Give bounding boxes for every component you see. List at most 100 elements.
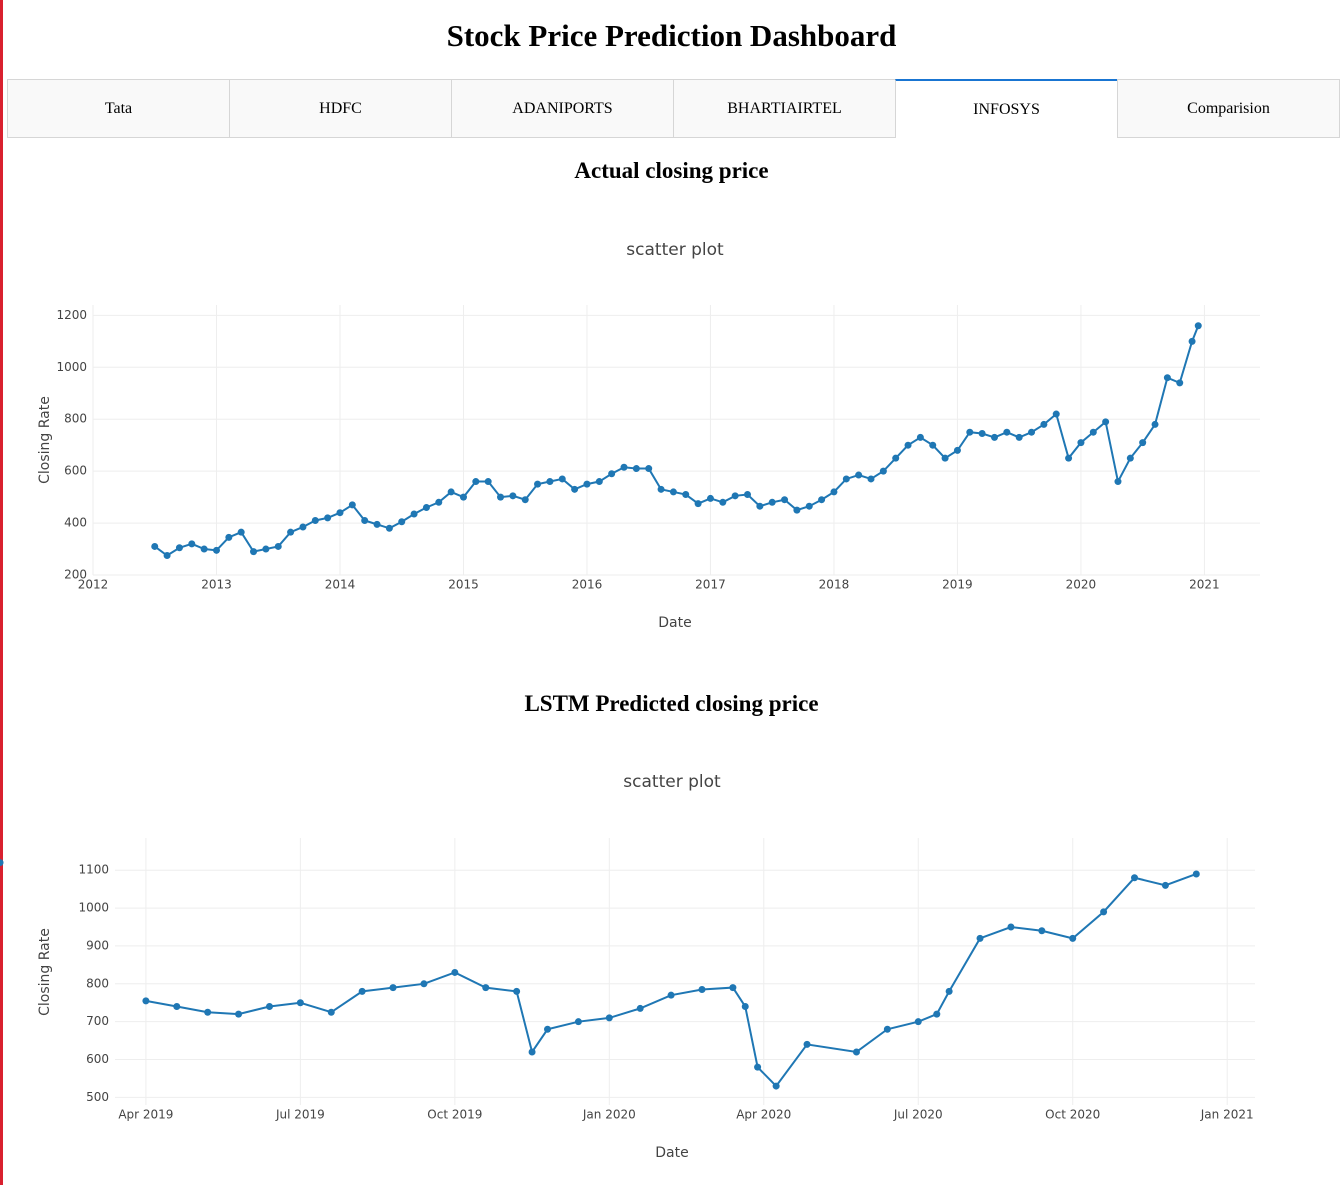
y-tick-label: 500 [86, 1090, 109, 1104]
point [929, 441, 937, 449]
point [620, 463, 628, 471]
point [513, 987, 521, 995]
tab[interactable]: Comparision [1117, 79, 1340, 138]
point [605, 1014, 613, 1022]
point [1176, 379, 1184, 387]
y-axis-title: Closing Rate [37, 396, 53, 484]
point [274, 542, 282, 550]
tab[interactable]: HDFC [229, 79, 452, 138]
tab[interactable]: INFOSYS [895, 79, 1118, 138]
point [1163, 374, 1171, 382]
point [1126, 454, 1134, 462]
point [546, 478, 554, 486]
point [200, 545, 208, 553]
tab[interactable]: ADANIPORTS [451, 79, 674, 138]
x-tick-label: 2013 [201, 578, 232, 592]
point [336, 509, 344, 517]
tab[interactable]: BHARTIAIRTEL [673, 79, 896, 138]
point [852, 1048, 860, 1056]
point [212, 546, 220, 554]
point [265, 1003, 273, 1011]
y-tick-label: 600 [86, 1052, 109, 1066]
point [1069, 934, 1077, 942]
x-tick-label: 2017 [695, 578, 726, 592]
point [1131, 874, 1139, 882]
point [235, 1010, 243, 1018]
point [583, 480, 591, 488]
y-tick-label: 1000 [56, 360, 87, 374]
chart-heading: LSTM Predicted closing price [524, 691, 819, 716]
point [422, 504, 430, 511]
point [595, 478, 603, 486]
point [1077, 439, 1085, 447]
point [528, 1048, 536, 1056]
point [287, 528, 295, 536]
point [534, 480, 542, 488]
point [976, 934, 984, 942]
y-tick-label: 1000 [78, 901, 109, 915]
point [941, 454, 949, 462]
chart-title: scatter plot [626, 240, 724, 260]
point [729, 984, 737, 992]
point [842, 475, 850, 483]
point [398, 518, 406, 526]
point [544, 1025, 552, 1033]
point [682, 491, 690, 499]
point [482, 984, 490, 992]
point [945, 987, 953, 995]
point [1015, 433, 1023, 441]
point [410, 510, 418, 518]
point [793, 506, 801, 514]
x-tick-label: 2012 [78, 578, 109, 592]
point [1102, 418, 1110, 426]
point [719, 498, 727, 506]
point [262, 545, 270, 553]
point [855, 471, 863, 479]
page-title: Stock Price Prediction Dashboard [446, 18, 897, 53]
point [173, 1003, 181, 1011]
point [373, 520, 381, 528]
y-tick-label: 800 [86, 976, 109, 990]
x-tick-label: Apr 2019 [118, 1108, 173, 1122]
tab[interactable]: Tata [7, 79, 230, 138]
point [1003, 428, 1011, 436]
y-tick-label: 800 [64, 412, 87, 426]
point [1151, 420, 1159, 428]
y-tick-label: 900 [86, 938, 109, 952]
point [420, 980, 428, 988]
point [914, 1018, 922, 1026]
point [1100, 908, 1108, 916]
series-line [154, 325, 1200, 557]
point [645, 465, 653, 473]
point [669, 488, 677, 496]
point [667, 991, 675, 999]
point [1040, 420, 1048, 428]
point [296, 999, 304, 1007]
point [484, 478, 492, 486]
point [1192, 870, 1200, 878]
x-tick-label: 2019 [942, 578, 973, 592]
point [389, 984, 397, 992]
point [361, 516, 369, 524]
point [0, 859, 4, 867]
point [608, 470, 616, 478]
point [175, 544, 183, 552]
x-tick-label: Jul 2019 [275, 1108, 325, 1122]
point [435, 498, 443, 506]
point [768, 498, 776, 506]
point [892, 454, 900, 462]
point [879, 467, 887, 475]
point [636, 1004, 644, 1012]
point [990, 433, 998, 441]
x-tick-label: Oct 2019 [427, 1108, 482, 1122]
x-tick-label: Oct 2020 [1045, 1108, 1100, 1122]
point [204, 1008, 212, 1016]
point [632, 465, 640, 473]
point [451, 968, 459, 976]
point [805, 502, 813, 510]
point [1007, 923, 1015, 931]
x-tick-label: Jul 2020 [893, 1108, 943, 1122]
y-tick-label: 200 [64, 568, 87, 582]
point [1038, 927, 1046, 935]
